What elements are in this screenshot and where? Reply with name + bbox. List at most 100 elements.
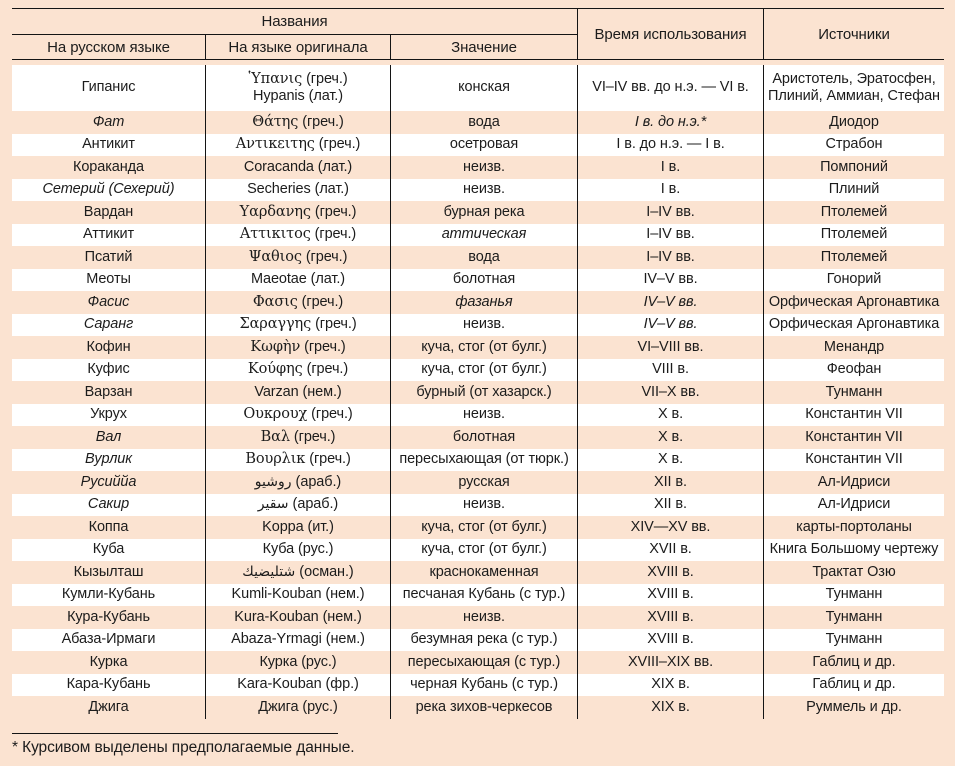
meaning-text: бурный (от хазарск.): [416, 383, 552, 400]
cell-time-of-use: I в.: [577, 178, 763, 201]
time-of-use-text: XVII в.: [649, 541, 692, 558]
russian-name-text: Куба: [92, 541, 125, 558]
river-names-table: Названия Время использования Источники Н…: [12, 8, 944, 719]
source-text: Орфическая Аргонавтика: [768, 293, 940, 310]
cell-meaning: куча, стог (от булг.): [390, 516, 577, 539]
cell-sources: Птолемей: [763, 201, 944, 224]
cell-sources: карты-портоланы: [763, 516, 944, 539]
source-text: Книга Большому чертежу: [769, 541, 939, 558]
cell-russian-name: Куфис: [12, 359, 205, 382]
cell-sources: Книга Большому чертежу: [763, 538, 944, 561]
source-text: Феофан: [826, 361, 882, 378]
cell-meaning: бурный (от хазарск.): [390, 381, 577, 404]
cell-meaning: осетровая: [390, 133, 577, 156]
arabic-script-text: سقير: [257, 496, 289, 513]
table-row: Псатий Ψαθιος (греч.) вода I–IV вв. Птол…: [12, 246, 944, 269]
cell-meaning: аттическая: [390, 223, 577, 246]
source-text: Тунманн: [825, 586, 883, 603]
time-of-use-text: XIX в.: [651, 698, 690, 715]
cell-meaning: конская: [390, 65, 577, 111]
cell-russian-name: Фасис: [12, 291, 205, 314]
table-row: Вардан Υαρδανης (греч.) бурная река I–IV…: [12, 201, 944, 224]
cell-time-of-use: XIX в.: [577, 696, 763, 719]
time-of-use-text: XVIII в.: [647, 563, 694, 580]
time-of-use-text: X в.: [657, 428, 684, 445]
meaning-text: бурная река: [443, 203, 525, 220]
meaning-text: пересыхающая (от тюрк.): [399, 451, 569, 468]
table-row: Абаза-Ирмаги Abaza-Yrmagi (нем.) безумна…: [12, 628, 944, 651]
time-of-use-text: IV–V вв.: [643, 293, 698, 310]
russian-name-text: Гипанис: [81, 79, 136, 96]
table-header: Названия Время использования Источники Н…: [12, 8, 944, 60]
time-of-use-text: XII в.: [654, 496, 687, 513]
russian-name-text: Вал: [95, 428, 122, 445]
cell-original-name: Κωφὴν (греч.): [205, 336, 390, 359]
russian-name-text: Псатий: [84, 248, 133, 265]
table-row: Кура-Кубань Kura-Kouban (нем.) неизв. XV…: [12, 606, 944, 629]
source-text: Трактат Озю: [812, 563, 896, 580]
cell-russian-name: Укрух: [12, 404, 205, 427]
greek-script-text: Ουκρουχ: [243, 406, 308, 423]
meaning-text: пересыхающая (с тур.): [407, 653, 561, 670]
meaning-text: аттическая: [441, 226, 527, 243]
cell-meaning: пересыхающая (от тюрк.): [390, 448, 577, 471]
cell-time-of-use: VIII в.: [577, 358, 763, 381]
cell-original-name: Φασις (греч.): [205, 291, 390, 314]
time-of-use-text: XIX в.: [651, 676, 690, 693]
greek-script-text: Ὑπανις: [248, 70, 303, 87]
russian-name-text: Джига: [88, 698, 129, 715]
russian-name-text: Сакир: [87, 496, 130, 513]
russian-name-text: Антикит: [82, 136, 135, 153]
cell-russian-name: Фат: [12, 111, 205, 134]
cell-time-of-use: XVII в.: [577, 538, 763, 561]
cell-russian-name: Кумли-Кубань: [12, 584, 205, 607]
source-text: Габлиц и др.: [812, 676, 896, 693]
cell-sources: Габлиц и др.: [763, 651, 944, 674]
source-text: карты-портоланы: [796, 518, 912, 535]
source-text: Ал-Идриси: [817, 496, 891, 513]
cell-original-name: Βουρλικ (греч.): [205, 448, 390, 471]
russian-name-text: Кара-Кубань: [66, 676, 151, 693]
cell-time-of-use: X в.: [577, 426, 763, 449]
russian-name-text: Укрух: [90, 406, 127, 423]
russian-name-text: Кура-Кубань: [67, 608, 150, 625]
table-row: Аттикит Αττικιτος (греч.) аттическая I–I…: [12, 223, 944, 246]
cell-russian-name: Сакир: [12, 494, 205, 517]
cell-original-name: Θάτης (греч.): [205, 111, 390, 134]
meaning-text: черная Кубань (с тур.): [410, 676, 558, 693]
meaning-text: неизв.: [463, 158, 505, 175]
table-row: Вал Βαλ (греч.) болотная X в. Константин…: [12, 426, 944, 449]
cell-original-name: Secheries (лат.): [205, 178, 390, 201]
source-text: Плиний: [828, 181, 880, 198]
cell-meaning: краснокаменная: [390, 561, 577, 584]
cell-sources: Страбон: [763, 133, 944, 156]
time-of-use-text: XIV—XV вв.: [630, 518, 711, 535]
time-of-use-text: VI–IV вв. до н.э. — VI в.: [592, 79, 749, 96]
russian-name-text: Вардан: [83, 203, 134, 220]
cell-meaning: вода: [390, 111, 577, 134]
cell-original-name: Varzan (нем.): [205, 381, 390, 404]
cell-sources: Ал-Идриси: [763, 493, 944, 516]
time-of-use-text: XII в.: [654, 473, 687, 490]
source-text: Птолемей: [820, 226, 888, 243]
table-row: Коппа Koppa (ит.) куча, стог (от булг.) …: [12, 516, 944, 539]
meaning-text: куча, стог (от булг.): [421, 518, 547, 535]
cell-time-of-use: XIV—XV вв.: [577, 516, 763, 539]
source-text: Константин VII: [805, 406, 903, 423]
russian-name-text: Куфис: [87, 361, 130, 378]
cell-meaning: бурная река: [390, 201, 577, 224]
table-row: Меоты Maeotae (лат.) болотная IV–V вв. Г…: [12, 268, 944, 291]
cell-original-name: Maeotae (лат.): [205, 268, 390, 291]
cell-sources: Менандр: [763, 336, 944, 359]
time-of-use-text: I в. до н.э. — I в.: [616, 136, 725, 153]
time-of-use-text: XVIII в.: [647, 608, 694, 625]
cell-meaning: куча, стог (от булг.): [390, 358, 577, 381]
russian-name-text: Кумли-Кубань: [61, 586, 156, 603]
source-text: Руммель и др.: [806, 698, 902, 715]
cell-sources: Тунманн: [763, 583, 944, 606]
cell-meaning: неизв.: [390, 156, 577, 179]
cell-sources: Руммель и др.: [763, 696, 944, 719]
time-of-use-text: XVIII–XIX вв.: [627, 653, 714, 670]
cell-sources: Аристотель, Эратосфен, Плиний, Аммиан, Ст…: [763, 65, 944, 111]
greek-script-text: Κούφης: [247, 361, 303, 378]
